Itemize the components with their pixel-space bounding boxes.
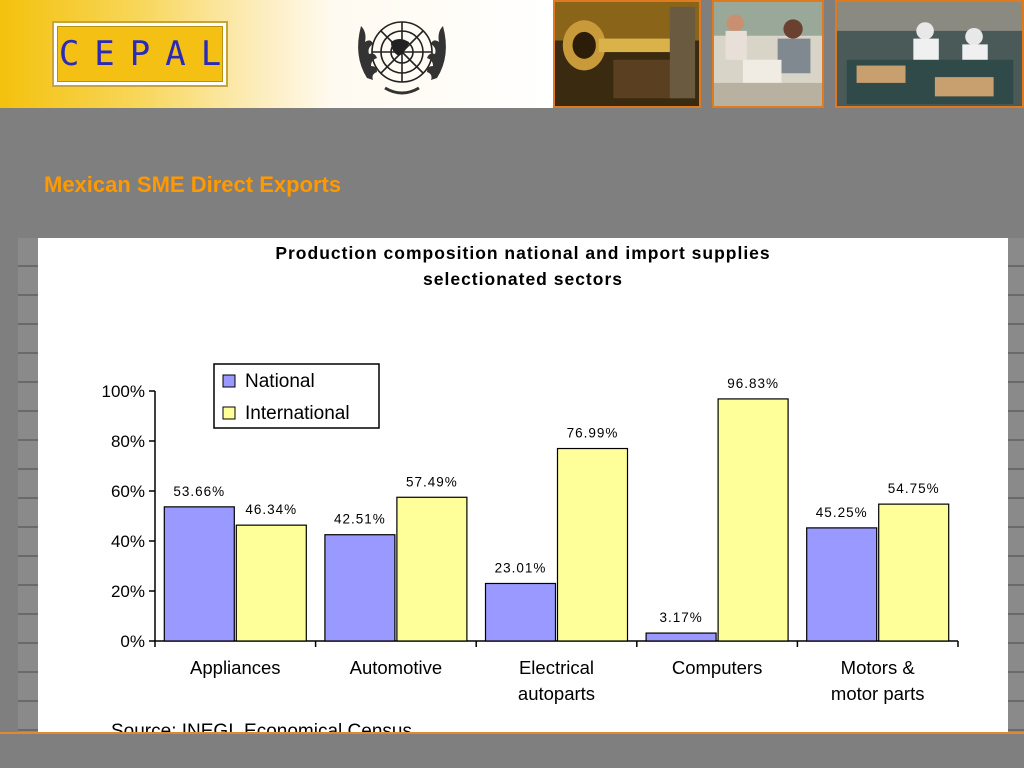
chart-title-line-2: selectionated sectors (423, 269, 623, 289)
data-label: 23.01% (495, 560, 547, 575)
data-label: 45.25% (816, 505, 868, 520)
x-category-label: Computers (672, 657, 762, 678)
x-category-label: Motors & (841, 657, 916, 678)
chart-title-line-1: Production composition national and impo… (275, 243, 771, 263)
x-category-label: Appliances (190, 657, 281, 678)
chart-source-note: Source: INEGI, Economical Census (111, 721, 412, 732)
bar-chart: 0% 20% 40% 60% 80% 100% 53.66% 46.34% Appliances… (102, 363, 959, 732)
data-label: 42.51% (334, 512, 386, 527)
y-tick-label: 0% (120, 632, 145, 651)
data-label: 76.99% (567, 426, 619, 441)
y-tick-label: 100% (102, 382, 145, 401)
slide-title: Mexican SME Direct Exports (44, 172, 342, 197)
bar-national-3 (645, 632, 717, 642)
cepal-logo-text: CEPAL (58, 34, 237, 74)
bar-national-2 (484, 582, 557, 642)
laboratory-equipment-photo (553, 0, 701, 108)
bottom-accent-line (0, 732, 1024, 734)
data-label: 46.34% (245, 502, 297, 517)
data-label: 53.66% (173, 484, 225, 499)
x-category-label: motor parts (831, 683, 925, 704)
y-tick-label: 60% (111, 482, 145, 501)
legend-label-international: International (245, 403, 350, 424)
bar-national-0 (163, 506, 235, 642)
bar-international-0 (235, 524, 307, 642)
y-tick-label: 80% (111, 432, 145, 451)
bar-international-3 (717, 398, 789, 642)
factory-assembly-workers-photo (835, 0, 1024, 108)
bar-international-4 (878, 503, 950, 642)
x-category-label: Automotive (350, 657, 443, 678)
chart-legend (213, 363, 380, 429)
data-label: 96.83% (727, 376, 779, 391)
x-category-label: Electrical (519, 657, 594, 678)
data-label: 57.49% (406, 474, 458, 489)
legend-label-national: National (245, 371, 315, 392)
left-film-rail (18, 238, 40, 732)
y-tick-label: 20% (111, 582, 145, 601)
bar-international-1 (396, 496, 468, 642)
bar-national-4 (806, 527, 878, 642)
legend-swatch-national (222, 374, 236, 388)
bar-international-2 (556, 447, 629, 642)
data-label: 54.75% (888, 481, 940, 496)
header-banner: CEPAL (0, 0, 1024, 108)
chart-title: Production composition national and impo… (38, 240, 1008, 292)
legend-swatch-international (222, 406, 236, 420)
office-computer-workers-photo (712, 0, 824, 108)
x-category-label: autoparts (518, 683, 595, 704)
y-tick-label: 40% (111, 532, 145, 551)
chart-panel: 0% 20% 40% 60% 80% 100% 53.66% 46.34% Appliances… (38, 238, 1008, 732)
data-label: 3.17% (659, 610, 702, 625)
bar-national-1 (324, 534, 396, 642)
cepal-logo: CEPAL (52, 21, 228, 87)
un-emblem-icon (358, 21, 446, 95)
